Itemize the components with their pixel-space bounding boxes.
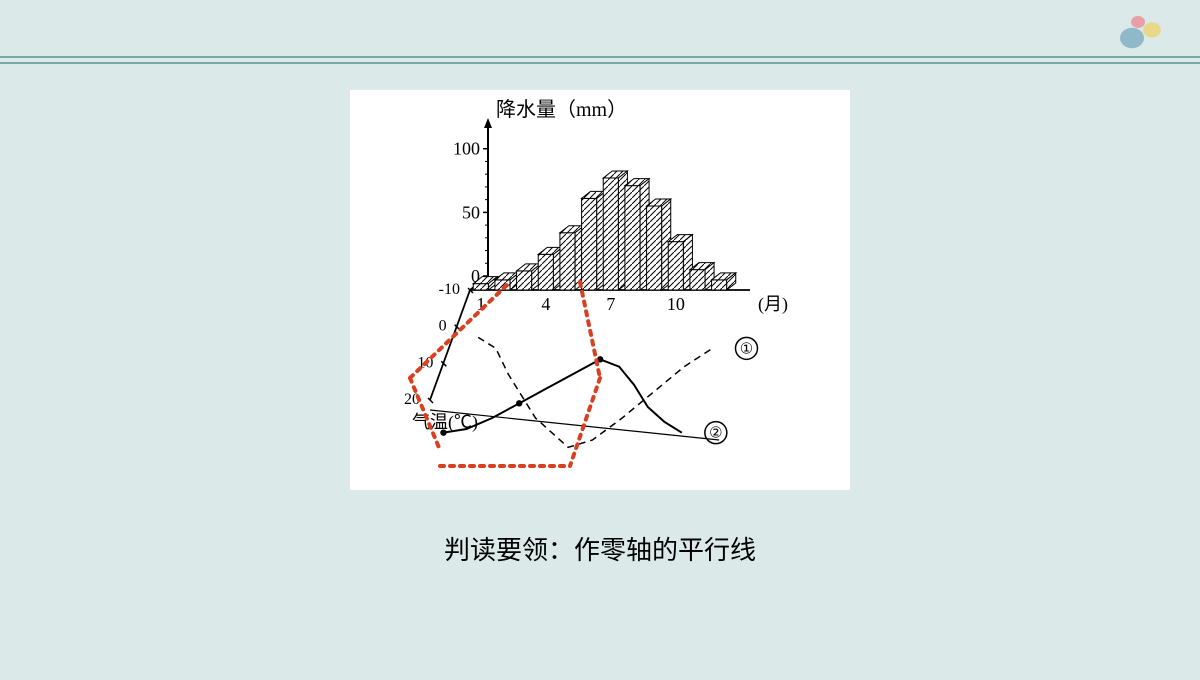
climate-chart: 050100降水量（mm）14710(月)-1001020气温(℃)①② (350, 90, 850, 490)
corner-decoration-icon (1110, 12, 1170, 61)
svg-text:降水量（mm）: 降水量（mm） (496, 98, 627, 121)
svg-text:②: ② (709, 426, 722, 442)
svg-text:7: 7 (606, 294, 615, 314)
divider-line-1 (0, 56, 1200, 58)
svg-text:4: 4 (541, 294, 550, 314)
svg-text:-10: -10 (439, 281, 460, 298)
svg-text:①: ① (740, 341, 753, 357)
top-band (0, 0, 1200, 60)
svg-text:(月): (月) (758, 294, 788, 315)
svg-text:10: 10 (667, 294, 685, 314)
chart-caption: 判读要领：作零轴的平行线 (0, 530, 1200, 567)
svg-text:0: 0 (439, 318, 447, 335)
svg-text:50: 50 (462, 202, 480, 222)
svg-text:100: 100 (453, 139, 480, 159)
divider-line-2 (0, 62, 1200, 64)
